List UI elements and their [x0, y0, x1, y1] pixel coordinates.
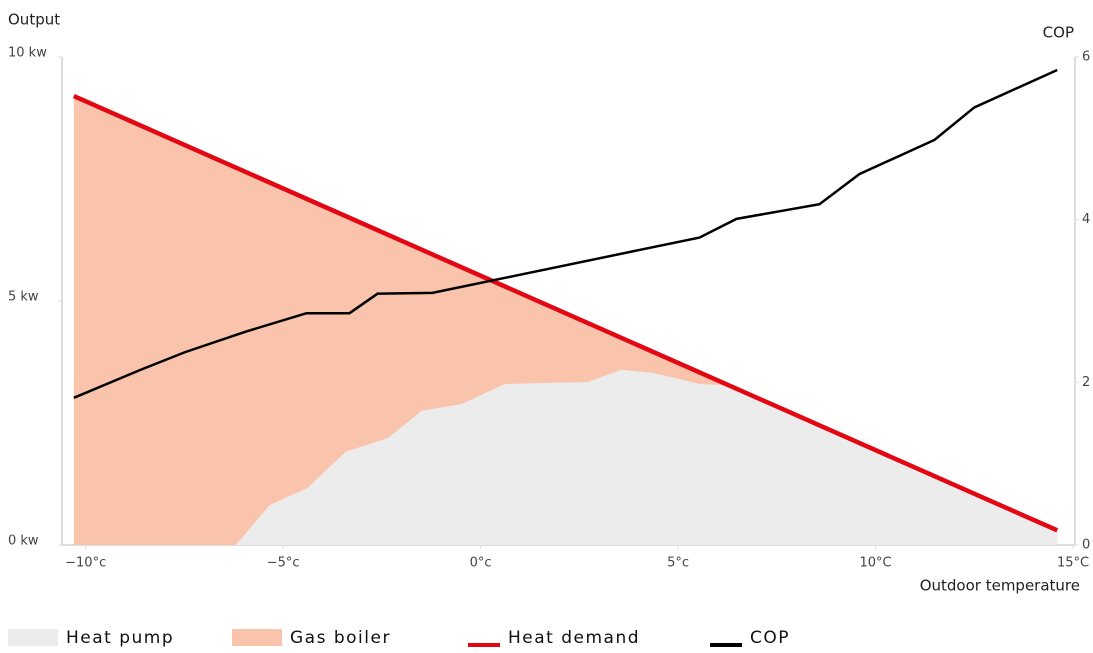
y2-axis-label: COP: [1043, 24, 1074, 42]
x-tick-label: −5°c: [267, 556, 300, 571]
y-tick-label: 10 kw: [8, 46, 47, 61]
legend-swatch: [8, 629, 58, 646]
y-tick-label: 5 kw: [8, 290, 39, 305]
line: [73, 68, 1058, 399]
x-tick-label: 15°C: [1057, 556, 1089, 571]
x-axis-label: Outdoor temperature: [920, 577, 1080, 595]
y2-tick-label: 0: [1082, 538, 1090, 553]
x-tick-label: 10°C: [859, 556, 891, 571]
x-tick-label: 5°c: [667, 556, 689, 571]
x-tick-label: −10°c: [65, 556, 106, 571]
y2-tick-label: 2: [1082, 375, 1090, 390]
y-axis-label: Output: [8, 11, 60, 29]
x-tick-label: 0°c: [470, 556, 492, 571]
legend-label: Gas boiler: [290, 628, 391, 648]
legend-label: Heat pump: [66, 628, 174, 648]
area: [73, 369, 1058, 545]
y2-tick-label: 4: [1082, 212, 1090, 227]
legend-label: COP: [750, 628, 790, 648]
legend-swatch: [232, 629, 282, 646]
line: [72, 93, 1059, 533]
y2-tick-label: 6: [1082, 50, 1090, 65]
y-tick-label: 0 kw: [8, 534, 39, 549]
legend-label: Heat demand: [508, 628, 640, 648]
